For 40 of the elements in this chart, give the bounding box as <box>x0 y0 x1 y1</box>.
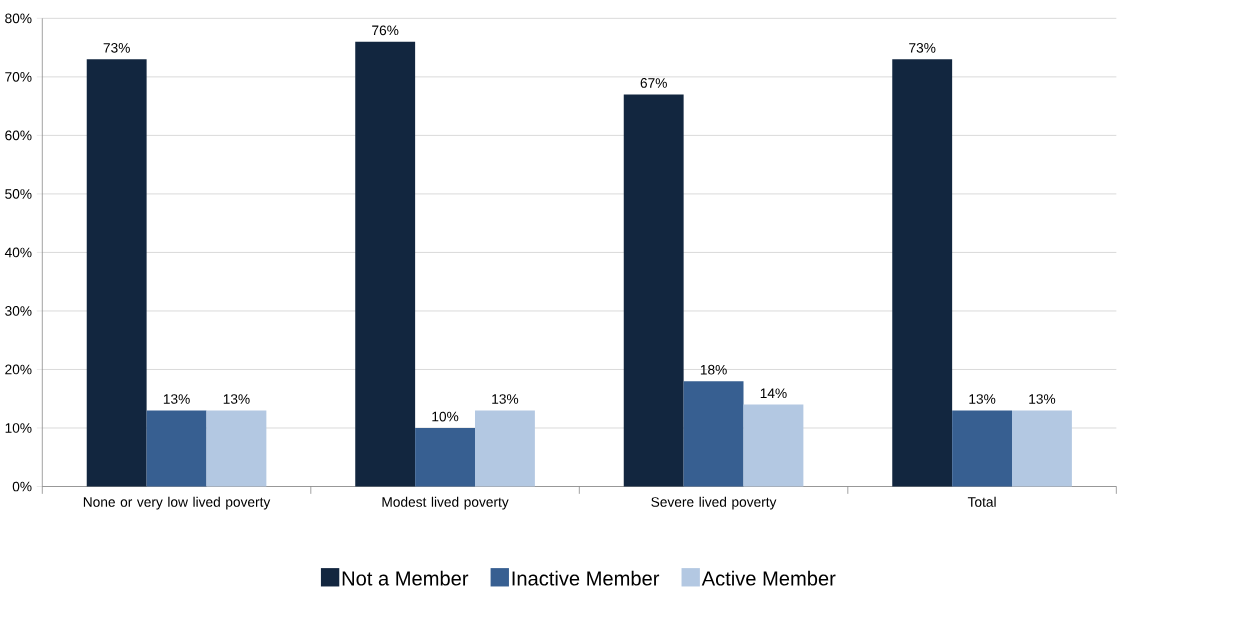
x-tick-label: Severe lived poverty <box>651 496 777 510</box>
data-label: 13% <box>223 393 250 404</box>
y-tick-label: 10% <box>5 422 32 433</box>
y-tick-label: 20% <box>5 364 32 375</box>
bar <box>623 94 684 487</box>
bar <box>146 410 207 487</box>
legend-label: Not a Member <box>342 570 469 586</box>
x-tick-label: Modest lived poverty <box>382 496 509 510</box>
x-tick-label: Total <box>967 496 996 507</box>
legend-label: Inactive Member <box>512 570 660 586</box>
bar <box>206 410 267 487</box>
data-label: 67% <box>640 77 667 88</box>
data-label: 13% <box>492 393 519 404</box>
bar <box>415 427 475 487</box>
data-label: 13% <box>969 393 996 404</box>
data-label: 18% <box>700 364 727 375</box>
bar <box>1012 410 1072 487</box>
data-label: 13% <box>1029 393 1056 404</box>
bar <box>683 380 744 487</box>
bar <box>892 59 953 487</box>
x-tick-label: None or very low lived poverty <box>83 496 271 510</box>
y-tick-label: 30% <box>5 305 32 316</box>
legend-label: Active Member <box>701 570 836 586</box>
data-label: 73% <box>103 42 130 53</box>
data-label: 13% <box>163 393 190 404</box>
y-tick-label: 0% <box>12 481 32 492</box>
y-tick-label: 40% <box>4 247 32 258</box>
bar <box>743 404 804 487</box>
bar <box>86 59 147 487</box>
data-label: 14% <box>760 388 787 398</box>
y-tick-label: 70% <box>5 71 32 82</box>
y-tick-label: 60% <box>5 130 32 141</box>
data-label: 76% <box>372 25 399 35</box>
bar <box>355 41 416 487</box>
bar <box>475 410 535 487</box>
y-tick-label: 50% <box>5 188 32 199</box>
data-label: 73% <box>909 42 936 53</box>
y-tick-label: 80% <box>5 13 32 23</box>
bar <box>952 410 1013 487</box>
data-label: 10% <box>432 411 459 422</box>
